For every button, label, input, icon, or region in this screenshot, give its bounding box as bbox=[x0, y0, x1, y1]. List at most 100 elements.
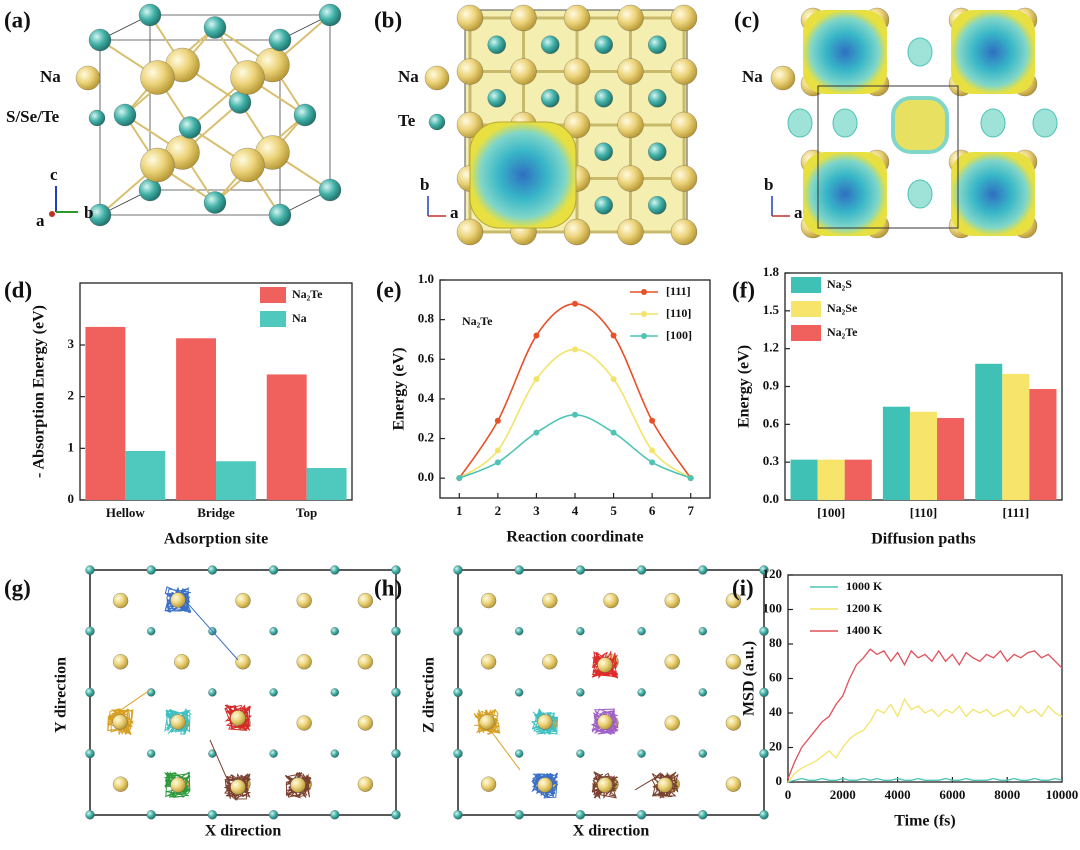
na-atom bbox=[664, 715, 680, 731]
na-atom bbox=[480, 776, 497, 792]
x-atom bbox=[637, 688, 646, 697]
x-atom bbox=[146, 565, 156, 575]
na-atom bbox=[296, 654, 312, 670]
x-atom bbox=[648, 142, 667, 161]
na-atom bbox=[456, 111, 484, 139]
x-atom bbox=[698, 627, 707, 636]
series-line bbox=[458, 302, 692, 479]
x-atom bbox=[85, 626, 95, 636]
panel-label: (g) bbox=[4, 575, 31, 600]
x-atom bbox=[147, 749, 156, 758]
na-atom bbox=[670, 165, 698, 192]
x-atom bbox=[453, 626, 463, 636]
na-atom bbox=[617, 111, 644, 139]
legend-label: Na₂Te bbox=[827, 325, 858, 339]
na-atom bbox=[670, 58, 698, 85]
x-tick-label: 4 bbox=[572, 503, 579, 518]
x-atom bbox=[85, 565, 95, 575]
na-atom bbox=[542, 592, 558, 609]
marker bbox=[533, 332, 540, 339]
na-atom bbox=[563, 218, 591, 246]
marker bbox=[572, 411, 578, 418]
x-tick-label: [111] bbox=[1002, 505, 1029, 520]
legend-label: Na₂S bbox=[827, 277, 852, 291]
na-atom bbox=[112, 592, 129, 609]
na-atom bbox=[510, 58, 537, 85]
x-atom bbox=[178, 116, 202, 139]
na-atom bbox=[170, 592, 186, 608]
trajectory bbox=[106, 689, 151, 736]
bar bbox=[85, 326, 126, 500]
y-axis-label: MSD (a.u.) bbox=[741, 641, 758, 716]
panel-label: (h) bbox=[374, 575, 402, 600]
panel-label: (c) bbox=[734, 7, 760, 32]
y-tick-label: 2 bbox=[68, 388, 75, 403]
axis-letter: b bbox=[420, 175, 429, 194]
x-atom bbox=[293, 103, 317, 127]
x-atom bbox=[391, 748, 401, 759]
x-atom bbox=[88, 109, 106, 127]
y-tick-label: 80 bbox=[769, 635, 782, 650]
x-atom bbox=[147, 627, 156, 636]
legend-label: [100] bbox=[666, 328, 692, 342]
marker bbox=[572, 346, 578, 353]
na-atom bbox=[657, 777, 673, 793]
x-atom bbox=[88, 203, 112, 227]
charge-density bbox=[951, 152, 1035, 236]
x-atom bbox=[268, 810, 279, 820]
legend-label: Na bbox=[292, 311, 307, 325]
cell-outline bbox=[817, 85, 959, 229]
x-atom bbox=[759, 565, 769, 575]
x-atom bbox=[330, 565, 340, 575]
na-atom bbox=[112, 776, 129, 792]
y-tick-label: 0.6 bbox=[763, 415, 780, 430]
x-atom bbox=[648, 89, 667, 108]
x-tick-label: 6000 bbox=[939, 787, 965, 802]
x-tick-label: Hellow bbox=[106, 505, 146, 520]
na-atom bbox=[75, 65, 101, 91]
marker bbox=[494, 447, 501, 454]
legend-label: Na bbox=[398, 67, 419, 86]
marker bbox=[494, 459, 501, 466]
legend-label: 1400 K bbox=[846, 623, 883, 637]
na-atom bbox=[235, 592, 251, 609]
x-atom bbox=[637, 627, 646, 636]
marker bbox=[687, 475, 694, 482]
trajectory bbox=[209, 739, 252, 801]
y-axis-label: - Absorption Energy (eV) bbox=[31, 305, 48, 478]
bar bbox=[266, 374, 307, 500]
x-atom bbox=[453, 687, 463, 698]
bar bbox=[790, 459, 818, 500]
charge-density bbox=[469, 121, 577, 229]
na-atom bbox=[725, 592, 742, 609]
na-atom bbox=[537, 777, 553, 793]
x-atom bbox=[541, 89, 560, 108]
y-tick-label: 0 bbox=[776, 773, 783, 788]
x-atom bbox=[515, 749, 524, 758]
na-atom bbox=[597, 714, 613, 730]
annotation: Na₂Te bbox=[462, 314, 493, 328]
series-line bbox=[458, 413, 692, 479]
na-atom bbox=[456, 4, 484, 32]
x-tick-label: [110] bbox=[910, 505, 937, 520]
x-atom bbox=[698, 749, 707, 758]
legend-swatch bbox=[260, 311, 286, 327]
axis-letter: a bbox=[36, 211, 45, 230]
x-atom bbox=[541, 35, 560, 54]
bar bbox=[176, 338, 216, 500]
x-tick-label: [100] bbox=[817, 505, 845, 520]
x-atom bbox=[594, 196, 613, 215]
legend-label: Te bbox=[398, 111, 416, 130]
axis-dot bbox=[49, 211, 55, 217]
na-atom bbox=[670, 111, 698, 139]
legend-label: [111] bbox=[666, 284, 691, 298]
na-atom bbox=[296, 592, 312, 609]
charge-lobe bbox=[980, 108, 1006, 138]
panel-label: (b) bbox=[374, 7, 402, 32]
na-atom bbox=[617, 4, 644, 32]
marker bbox=[572, 300, 578, 307]
bar bbox=[975, 363, 1003, 500]
x-tick-label: 2 bbox=[495, 503, 502, 518]
na-atom bbox=[357, 654, 374, 670]
